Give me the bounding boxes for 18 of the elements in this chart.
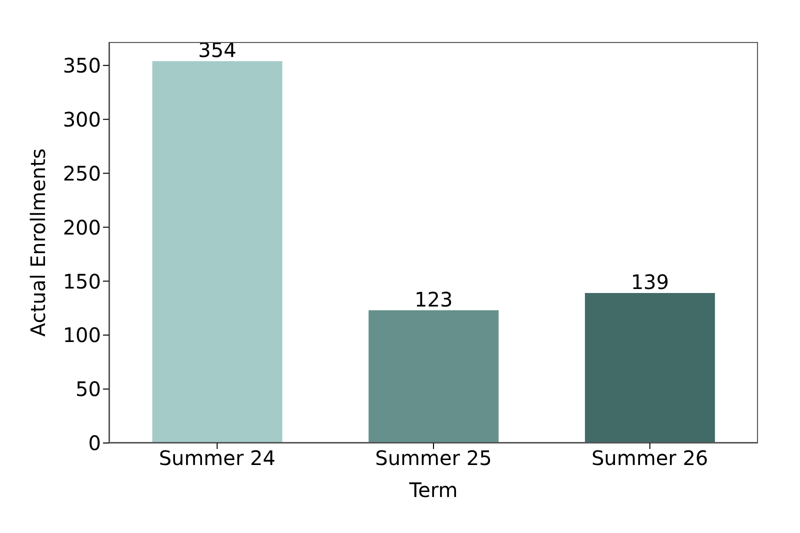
y-axis-title: Actual Enrollments: [26, 148, 50, 337]
y-tick-label: 300: [62, 107, 101, 132]
x-axis-title: Term: [408, 478, 458, 502]
y-tick-label: 250: [62, 161, 101, 186]
x-tick-label: Summer 24: [158, 446, 276, 470]
y-tick-label: 100: [62, 323, 101, 348]
bar: [152, 61, 282, 443]
y-tick-label: 0: [88, 431, 101, 456]
y-tick-label: 150: [62, 269, 101, 294]
x-tick-label: Summer 26: [591, 446, 708, 470]
y-tick-label: 50: [76, 377, 101, 402]
data-label: 139: [630, 270, 670, 294]
bar: [584, 293, 715, 443]
data-label: 123: [414, 287, 453, 312]
y-tick-label: 200: [62, 215, 101, 240]
x-tick-label: Summer 25: [375, 446, 492, 470]
y-tick-label: 350: [62, 54, 101, 78]
bar: [368, 310, 499, 443]
